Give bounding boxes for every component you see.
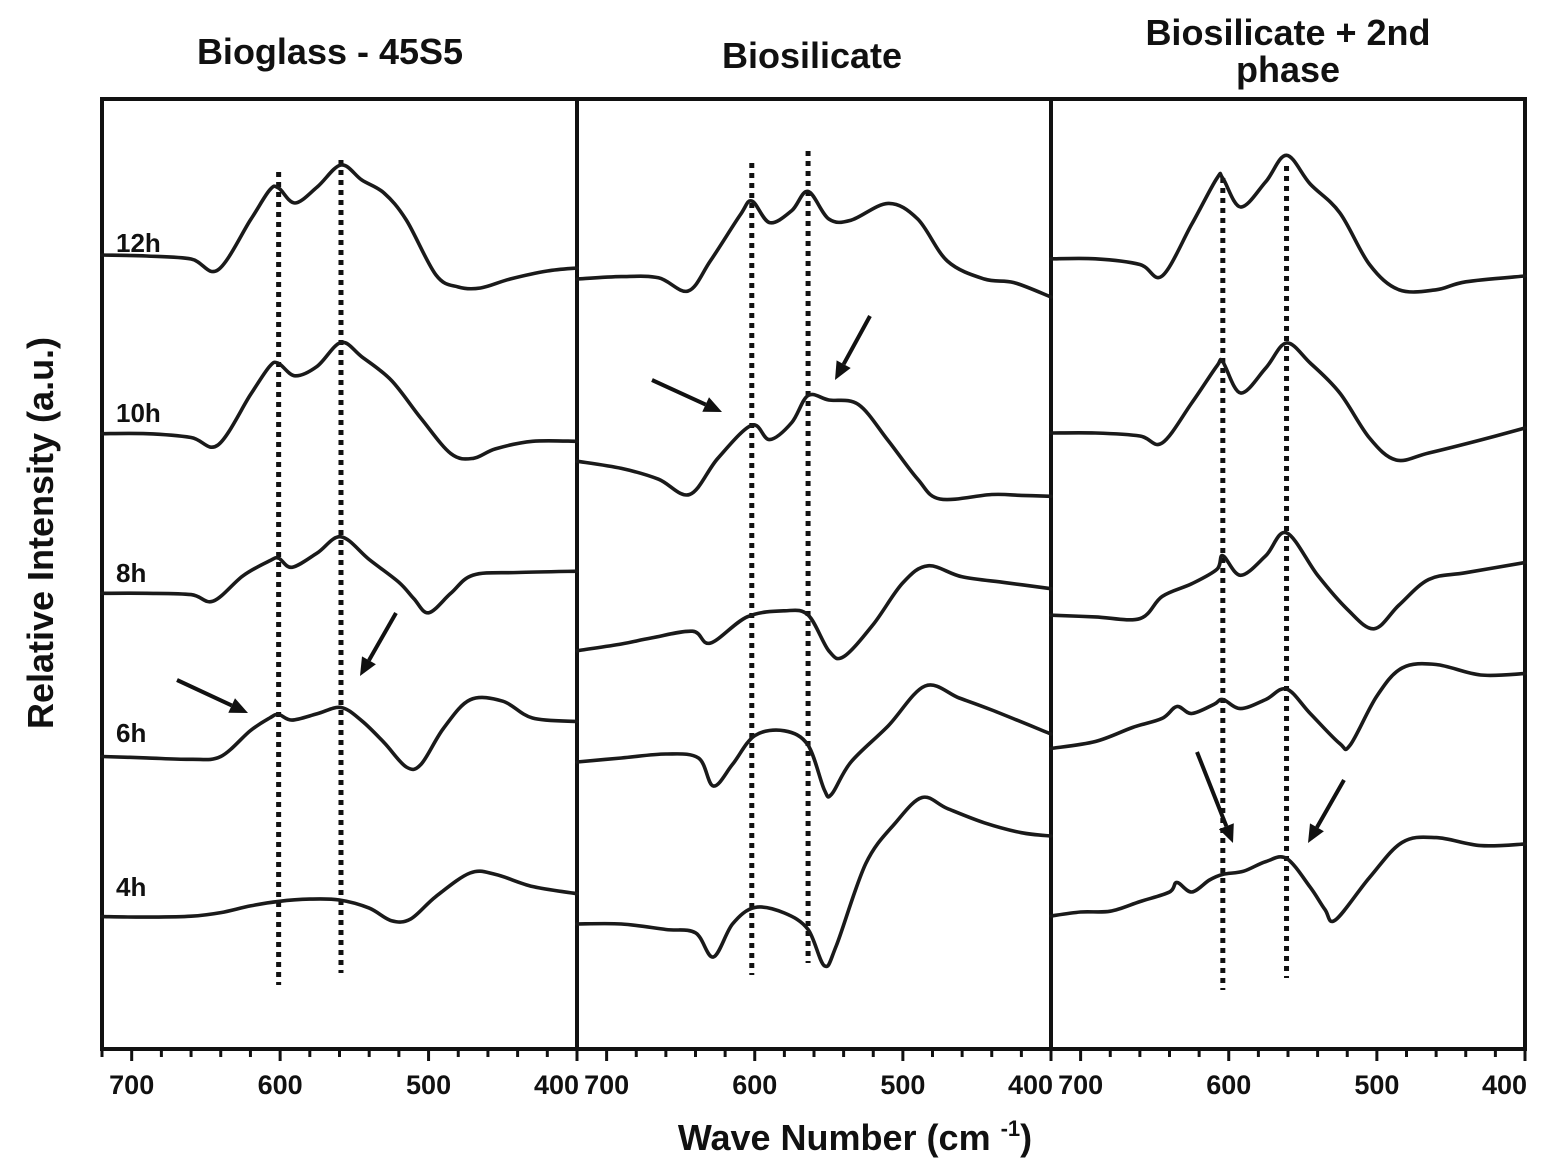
x-tick-label: 500 [1354,1070,1399,1100]
x-tick-label: 500 [406,1070,451,1100]
series-label-4h: 4h [116,872,146,902]
panel-3: 700 600 500 400 [1049,153,1527,1100]
annotation-arrow-1 [1195,751,1229,827]
x-tick-label: 400 [1482,1070,1527,1100]
x-tick-label: 500 [880,1070,925,1100]
panel-title-biosilicate: Biosilicate [722,35,902,76]
spectrum-line-6h [100,695,579,772]
spectrum-line-10h [100,340,579,461]
x-tick-label: 600 [732,1070,777,1100]
plot-frame [100,97,1527,1051]
spectrum-line-12h [100,163,579,291]
annotation-arrow-2 [367,612,398,662]
spectrum-line-8h [1049,530,1527,631]
annotation-arrowhead-1 [1218,823,1234,843]
spectrum-line-4h [100,869,579,924]
x-tick-label: 700 [1058,1070,1103,1100]
spectrum-line-8h [575,563,1053,661]
panel-title-biosilicate-2nd-phase: Biosilicate + 2nd phase [1145,12,1430,90]
series-label-12h: 12h [116,228,161,258]
series-label-6h: 6h [116,718,146,748]
spectrum-line-12h [575,189,1053,299]
annotation-arrow-2 [841,315,872,366]
annotation-arrow-1 [651,378,707,407]
spectrum-line-8h [100,534,579,615]
spectrum-line-6h [575,683,1053,799]
x-tick-label: 400 [1008,1070,1053,1100]
x-axis-title: Wave Number (cm -1) [678,1116,1032,1158]
series-label-10h: 10h [116,398,161,428]
x-tick-label: 600 [1206,1070,1251,1100]
x-tick-label: 600 [258,1070,303,1100]
annotation-arrowhead-1 [228,698,248,713]
annotation-arrowhead-2 [1308,823,1324,843]
spectrum-line-4h [575,795,1053,969]
annotation-arrowhead-2 [360,656,376,676]
annotation-arrowhead-2 [835,360,851,380]
x-tick-label: 700 [109,1070,154,1100]
spectrum-line-10h [575,392,1053,502]
spectrum-line-10h [1049,341,1527,463]
x-tick-label: 400 [534,1070,579,1100]
annotation-arrow-1 [176,678,233,708]
spectrum-line-6h [1049,661,1527,752]
series-label-8h: 8h [116,558,146,588]
panel-title-bioglass: Bioglass - 45S5 [197,31,463,72]
spectrum-line-12h [1049,153,1527,294]
annotation-arrow-2 [1315,779,1346,829]
x-tick-label: 700 [584,1070,629,1100]
panel-1: 700 600 500 400 12h 10h 8h 6h 4h [100,160,579,1100]
spectrum-line-4h [1049,835,1527,924]
panel-2: 700 600 500 400 [575,151,1053,1100]
annotation-arrowhead-1 [702,397,722,412]
y-axis-title: Relative Intensity (a.u.) [20,337,61,729]
